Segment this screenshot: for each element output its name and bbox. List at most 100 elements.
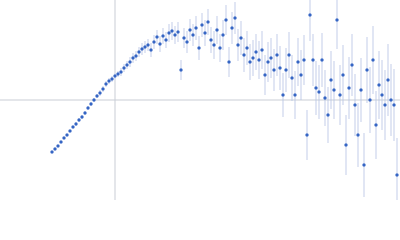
point	[251, 56, 255, 60]
point	[377, 83, 381, 87]
point	[350, 63, 354, 67]
point	[113, 74, 117, 78]
point	[134, 54, 138, 58]
point	[242, 53, 246, 57]
point	[158, 42, 162, 46]
point	[248, 60, 252, 64]
point	[332, 88, 336, 92]
point	[167, 31, 171, 35]
point	[224, 18, 228, 22]
point	[149, 48, 153, 52]
point	[329, 78, 333, 82]
point	[200, 23, 204, 27]
point	[206, 20, 210, 24]
point	[110, 77, 114, 81]
point	[365, 68, 369, 72]
point	[71, 125, 75, 129]
point	[239, 36, 243, 40]
point	[356, 133, 360, 137]
point	[308, 13, 312, 17]
point	[89, 102, 93, 106]
point	[212, 43, 216, 47]
point	[98, 91, 102, 95]
point	[395, 173, 399, 177]
point	[284, 68, 288, 72]
point	[146, 43, 150, 47]
point	[227, 60, 231, 64]
point	[83, 111, 87, 115]
point	[104, 82, 108, 86]
point	[122, 66, 126, 70]
point	[311, 58, 315, 62]
point	[359, 88, 363, 92]
point	[194, 26, 198, 30]
point	[50, 150, 54, 154]
point	[164, 38, 168, 42]
point	[56, 144, 60, 148]
point	[59, 140, 63, 144]
point	[269, 56, 273, 60]
point	[119, 70, 123, 74]
point	[338, 93, 342, 97]
point	[263, 73, 267, 77]
point	[233, 16, 237, 20]
point	[107, 79, 111, 83]
point	[353, 103, 357, 107]
point	[260, 48, 264, 52]
point	[371, 58, 375, 62]
point	[131, 56, 135, 60]
point	[179, 68, 183, 72]
point	[245, 46, 249, 50]
point	[320, 58, 324, 62]
point	[305, 133, 309, 137]
chart	[0, 0, 400, 200]
point	[380, 93, 384, 97]
point	[221, 33, 225, 37]
point	[53, 147, 57, 151]
point	[77, 118, 81, 122]
point	[383, 103, 387, 107]
point	[386, 78, 390, 82]
point	[326, 113, 330, 117]
page: {"chart_data": {"type": "scatter", "x": …	[0, 0, 400, 200]
point	[173, 33, 177, 37]
point	[254, 50, 258, 54]
point	[257, 58, 261, 62]
point	[341, 73, 345, 77]
point	[272, 68, 276, 72]
point	[62, 136, 66, 140]
point	[275, 53, 279, 57]
point	[95, 94, 99, 98]
point	[92, 98, 96, 102]
point	[392, 103, 396, 107]
point	[143, 45, 147, 49]
point	[185, 40, 189, 44]
point	[314, 86, 318, 90]
point	[176, 30, 180, 34]
point	[188, 28, 192, 32]
point	[209, 38, 213, 42]
point	[140, 47, 144, 51]
point	[374, 123, 378, 127]
point	[152, 40, 156, 44]
point	[266, 60, 270, 64]
point	[389, 98, 393, 102]
point	[317, 90, 321, 94]
point	[170, 29, 174, 33]
point	[230, 26, 234, 30]
point	[161, 34, 165, 38]
point	[296, 60, 300, 64]
point	[302, 58, 306, 62]
point	[197, 46, 201, 50]
point	[293, 93, 297, 97]
point	[137, 50, 141, 54]
point	[287, 53, 291, 57]
point	[128, 60, 132, 64]
point	[86, 106, 90, 110]
point	[218, 46, 222, 50]
point	[80, 115, 84, 119]
point	[155, 35, 159, 39]
point	[125, 63, 129, 67]
point	[203, 31, 207, 35]
point	[215, 28, 219, 32]
